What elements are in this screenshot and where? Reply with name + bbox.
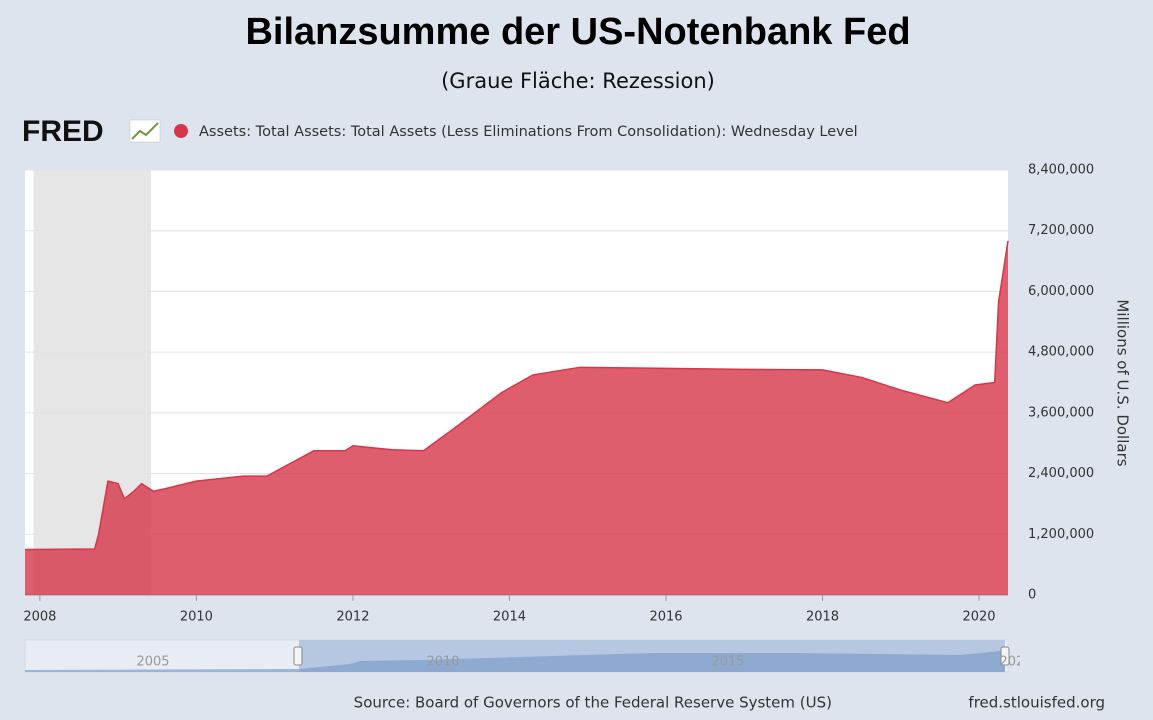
y-tick-label: 6,000,000 (1028, 284, 1094, 299)
navigator (24, 639, 1010, 673)
y-tick-label: 2,400,000 (1028, 466, 1094, 481)
logo: FRED (22, 115, 104, 148)
line (24, 240, 1009, 551)
area (25, 240, 1008, 596)
x-tick-label: 2012 (336, 610, 369, 625)
y-axis-label: Millions of U.S. Dollars (1114, 299, 1132, 466)
source: Source: Board of Governors of the Federa… (354, 694, 832, 712)
y-tick-label: 7,200,000 (1028, 223, 1094, 238)
legend-label: Assets: Total Assets: Total Assets (Less… (199, 124, 858, 140)
x-tick-label: 2014 (493, 610, 526, 625)
x-tick-label: 2018 (806, 610, 839, 625)
legend-marker (174, 124, 188, 138)
navigator-label: 2015 (711, 655, 744, 670)
x-tick-label: 2010 (180, 610, 213, 625)
site: fred.stlouisfed.org (968, 694, 1105, 712)
x-tick-label: 2008 (23, 610, 56, 625)
y-tick-label: 8,400,000 (1028, 163, 1094, 178)
y-tick-label: 3,600,000 (1028, 405, 1094, 420)
x-tick-label: 2020 (962, 610, 995, 625)
x-tick-label: 2016 (649, 610, 682, 625)
y-tick-label: 4,800,000 (1028, 345, 1094, 360)
chart-title: Bilanzsumme der US-Notenbank Fed (245, 11, 910, 53)
chart-subtitle: (Graue Fläche: Rezession) (441, 69, 715, 93)
logo-icon (129, 119, 161, 143)
navigator-label: 2005 (136, 655, 169, 670)
y-tick-label: 0 (1028, 588, 1036, 603)
navigator-label: 2010 (426, 655, 459, 670)
navigator-label: 2020 (999, 655, 1032, 670)
y-tick-label: 1,200,000 (1028, 527, 1094, 542)
